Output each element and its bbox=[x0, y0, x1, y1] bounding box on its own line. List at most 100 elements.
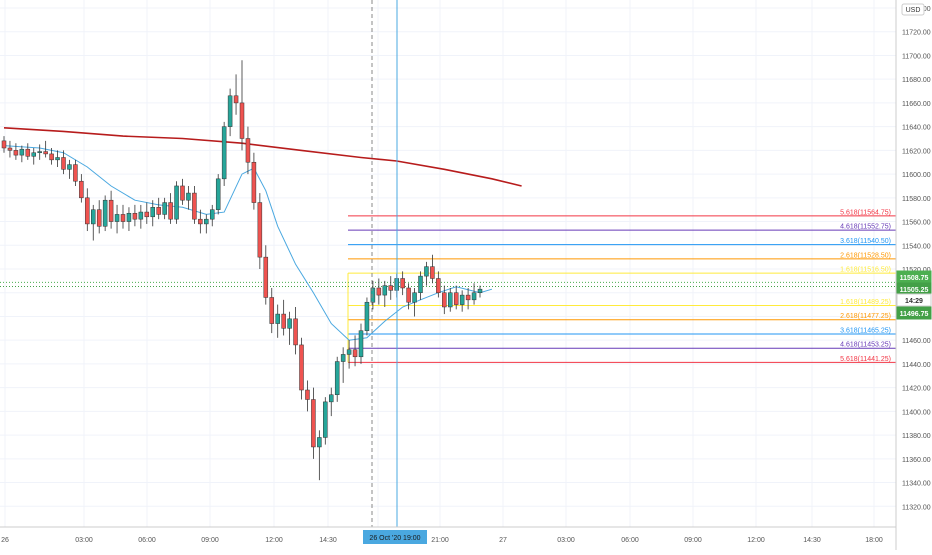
candle bbox=[49, 147, 54, 165]
candle-body bbox=[13, 150, 19, 156]
candle bbox=[168, 193, 173, 224]
candle-body bbox=[251, 161, 257, 203]
candle-body bbox=[126, 212, 132, 222]
candle-body bbox=[96, 209, 102, 227]
price-axis-badge bbox=[896, 306, 932, 320]
candle-body bbox=[227, 95, 233, 127]
candle bbox=[55, 150, 60, 167]
candle-body bbox=[138, 211, 144, 220]
y-tick-label: 11380.00 bbox=[902, 433, 931, 440]
candle bbox=[275, 304, 280, 338]
x-tick-label: 03:00 bbox=[557, 537, 575, 544]
x-tick-label: 09:00 bbox=[201, 537, 219, 544]
y-tick-label: 11340.00 bbox=[902, 481, 931, 488]
crosshair-time-badge bbox=[363, 530, 427, 544]
candle bbox=[102, 195, 108, 232]
candle-body bbox=[376, 287, 382, 296]
candle-body bbox=[7, 147, 13, 151]
candle-body bbox=[25, 148, 31, 157]
candle-body bbox=[91, 209, 96, 225]
candle bbox=[91, 204, 96, 241]
candle-body bbox=[364, 301, 370, 331]
candle-body bbox=[334, 361, 340, 396]
candle-body bbox=[180, 185, 185, 201]
candle-body bbox=[85, 197, 90, 225]
candle-body bbox=[287, 318, 292, 329]
candle bbox=[257, 193, 263, 269]
candle-body bbox=[281, 313, 286, 329]
grid bbox=[0, 0, 896, 527]
candle bbox=[13, 143, 19, 160]
candle bbox=[299, 337, 304, 400]
candle-body bbox=[31, 152, 36, 157]
x-tick-label: 27 bbox=[499, 537, 507, 544]
candle bbox=[31, 147, 36, 165]
long-moving-average bbox=[3, 127, 522, 187]
currency-badge[interactable] bbox=[901, 3, 925, 16]
candle-body bbox=[436, 278, 441, 293]
candle-body bbox=[186, 192, 191, 201]
x-tick-label: 12:00 bbox=[747, 537, 765, 544]
price-axis[interactable]: 11320.00 11340.00 11360.00 11380.00 11400.00… bbox=[895, 0, 932, 550]
fibonacci-extension[interactable]: 5.618(11564.75) 4.618(11552.75) 3.618(1154… bbox=[347, 209, 896, 363]
candle bbox=[287, 311, 292, 345]
candle bbox=[442, 285, 447, 315]
candle bbox=[448, 287, 453, 312]
candle bbox=[37, 144, 42, 160]
candle bbox=[370, 280, 376, 310]
candle bbox=[281, 299, 286, 336]
candle bbox=[400, 271, 405, 296]
price-axis-badge-label: 11505.25 bbox=[900, 287, 929, 294]
y-tick-label: 11600.00 bbox=[902, 172, 931, 179]
y-tick-label: 11360.00 bbox=[902, 457, 931, 464]
candle-body bbox=[102, 199, 108, 227]
candle bbox=[376, 278, 382, 305]
fib-level-label: 5.618(11441.25) bbox=[840, 356, 891, 363]
candle-body bbox=[156, 207, 161, 215]
candle bbox=[43, 140, 48, 158]
candle bbox=[7, 140, 13, 158]
candle-body bbox=[430, 266, 435, 279]
y-tick-label: 11680.00 bbox=[902, 77, 931, 84]
candle-body bbox=[132, 212, 138, 220]
time-axis[interactable]: 26 03:00 06:00 09:00 12:00 14:30 18:00 21:00 27 0… bbox=[0, 526, 896, 544]
candle bbox=[1, 136, 7, 153]
candle bbox=[162, 197, 167, 220]
candle-body bbox=[215, 178, 221, 210]
candle bbox=[346, 340, 352, 369]
candle-body bbox=[79, 180, 84, 199]
y-tick-label: 11700.00 bbox=[902, 53, 931, 60]
y-tick-label: 11620.00 bbox=[902, 148, 931, 155]
candle bbox=[436, 271, 441, 298]
candle-body bbox=[257, 202, 263, 258]
candle bbox=[108, 190, 114, 229]
candle bbox=[132, 204, 138, 227]
candle bbox=[340, 347, 346, 383]
y-tick-label: 11540.00 bbox=[902, 243, 931, 250]
candle bbox=[382, 280, 388, 307]
fib-level-label: 3.618(11465.25) bbox=[840, 327, 891, 334]
candle bbox=[459, 290, 465, 312]
candle bbox=[305, 380, 310, 412]
candle-body bbox=[144, 211, 150, 218]
candle bbox=[311, 387, 316, 459]
candle-body bbox=[299, 344, 304, 391]
candle bbox=[430, 254, 435, 284]
candle-body bbox=[275, 313, 280, 324]
price-axis-badge bbox=[896, 293, 932, 307]
candle-body bbox=[120, 214, 126, 222]
candle-body bbox=[19, 148, 25, 156]
candle-body bbox=[477, 288, 483, 293]
candle bbox=[138, 204, 144, 229]
candle bbox=[210, 204, 215, 227]
candle-body bbox=[329, 394, 334, 403]
candle-body bbox=[67, 164, 72, 170]
candle-body bbox=[55, 157, 60, 161]
candle bbox=[180, 178, 185, 205]
y-tick-label: 11640.00 bbox=[902, 125, 931, 132]
candle-body bbox=[412, 292, 417, 303]
candle bbox=[323, 397, 328, 445]
candle bbox=[329, 387, 334, 417]
